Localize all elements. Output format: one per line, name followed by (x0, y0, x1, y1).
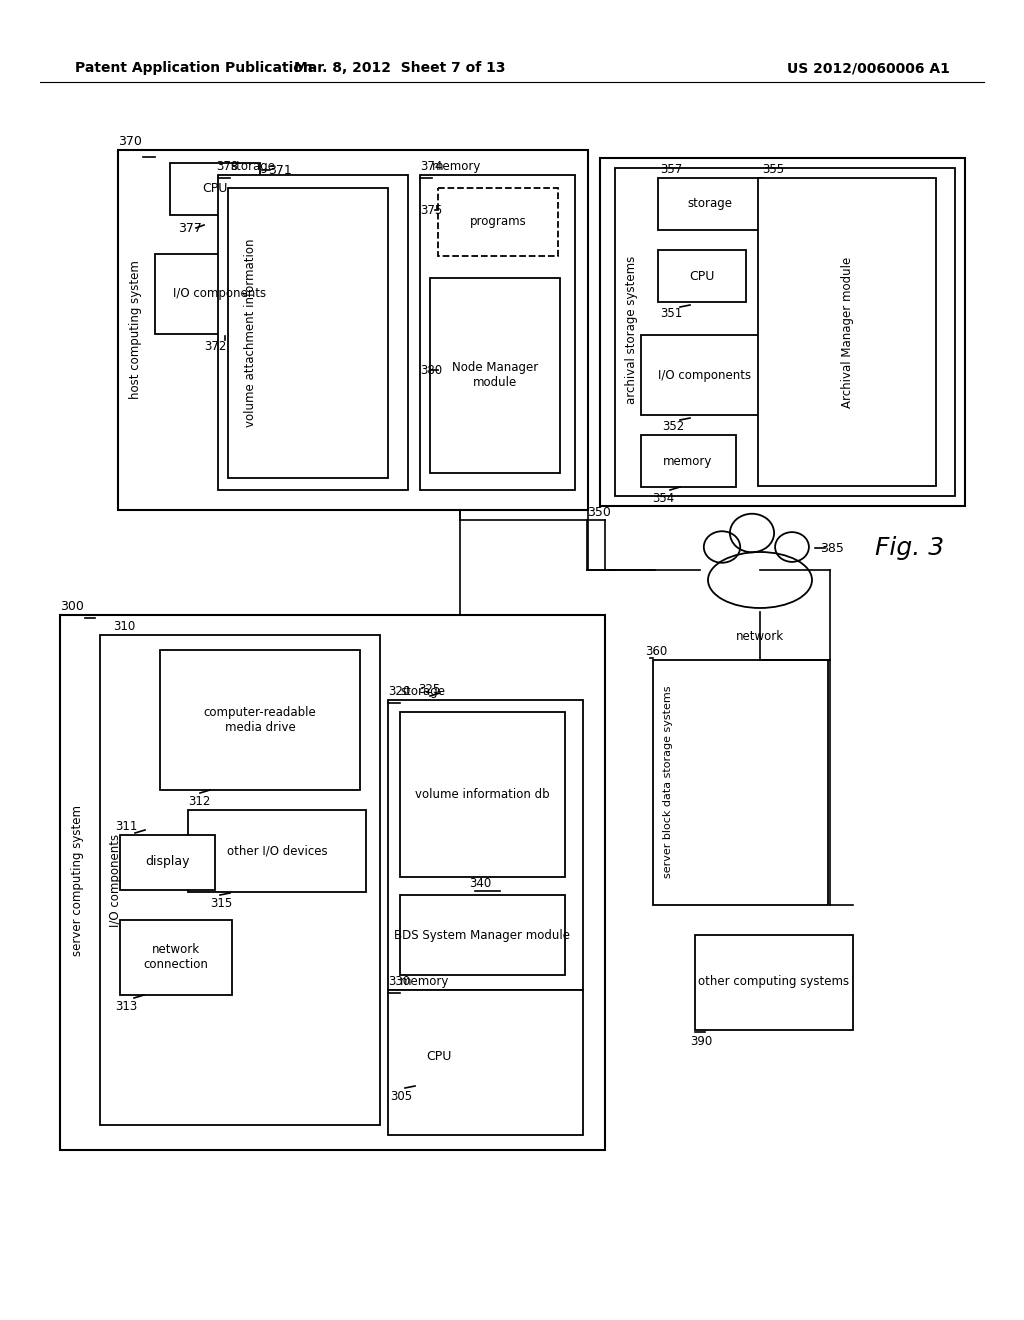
Text: memory: memory (664, 454, 713, 467)
Text: 370: 370 (118, 135, 142, 148)
Text: volume information db: volume information db (415, 788, 549, 801)
Text: 377: 377 (178, 222, 202, 235)
Bar (188, 810, 366, 892)
Ellipse shape (703, 531, 740, 562)
Bar (100, 635, 380, 1125)
Text: 372: 372 (204, 341, 226, 352)
Text: Patent Application Publication: Patent Application Publication (75, 61, 312, 75)
Text: US 2012/0060006 A1: US 2012/0060006 A1 (787, 61, 950, 75)
Text: archival storage systems: archival storage systems (626, 256, 639, 404)
Text: host computing system: host computing system (128, 260, 141, 400)
Text: Archival Manager module: Archival Manager module (841, 256, 853, 408)
Text: memory: memory (432, 160, 481, 173)
Bar (438, 187, 558, 256)
Text: Fig. 3: Fig. 3 (874, 536, 944, 560)
Text: other computing systems: other computing systems (698, 975, 850, 989)
Text: 357: 357 (660, 162, 682, 176)
Bar (388, 700, 583, 990)
Text: BDS System Manager module: BDS System Manager module (394, 928, 570, 941)
Text: I/O components: I/O components (110, 833, 123, 927)
Text: 378: 378 (216, 160, 239, 173)
Bar (641, 335, 769, 414)
Text: 352: 352 (662, 420, 684, 433)
Text: display: display (144, 855, 189, 869)
Text: 320: 320 (388, 685, 411, 698)
Bar (155, 253, 285, 334)
Bar (120, 920, 232, 995)
Bar (420, 176, 575, 490)
Bar (60, 615, 605, 1150)
Bar (695, 935, 853, 1030)
Text: 350: 350 (587, 507, 611, 520)
Text: network
connection: network connection (143, 942, 209, 972)
Text: server computing system: server computing system (72, 804, 85, 956)
Text: 351: 351 (660, 308, 682, 319)
Bar (118, 150, 588, 510)
Bar (398, 1030, 480, 1085)
Text: 300: 300 (60, 601, 84, 612)
Text: programs: programs (470, 215, 526, 228)
Bar (120, 836, 215, 890)
Text: I/O components: I/O components (173, 288, 266, 301)
Bar (400, 895, 565, 975)
Text: 374: 374 (420, 160, 442, 173)
Bar (228, 187, 388, 478)
Text: storage: storage (230, 160, 275, 173)
Bar (400, 711, 565, 876)
Text: volume attachment information: volume attachment information (244, 239, 256, 428)
Text: memory: memory (400, 975, 450, 987)
Text: 340: 340 (469, 876, 492, 890)
Text: 375: 375 (420, 203, 442, 216)
Bar (430, 279, 560, 473)
Text: 355: 355 (762, 162, 784, 176)
Ellipse shape (708, 552, 812, 609)
Bar (600, 158, 965, 506)
Text: 315: 315 (210, 898, 232, 909)
Text: 313: 313 (115, 1001, 137, 1012)
Text: 385: 385 (820, 541, 844, 554)
Text: storage: storage (687, 198, 732, 210)
Text: CPU: CPU (426, 1051, 452, 1064)
Text: 360: 360 (645, 645, 668, 657)
Text: network: network (736, 630, 784, 643)
Text: storage: storage (400, 685, 445, 698)
Text: 325: 325 (418, 682, 440, 696)
Bar (388, 990, 583, 1135)
Text: I/O components: I/O components (658, 368, 752, 381)
Text: server block data storage systems: server block data storage systems (663, 686, 673, 878)
Bar (170, 162, 260, 215)
Text: CPU: CPU (203, 182, 227, 195)
Bar (653, 660, 828, 906)
Bar (658, 178, 763, 230)
Text: Node Manager
module: Node Manager module (452, 360, 539, 389)
Ellipse shape (775, 532, 809, 562)
Text: 305: 305 (390, 1090, 412, 1104)
Text: 311: 311 (115, 820, 137, 833)
Text: other I/O devices: other I/O devices (226, 845, 328, 858)
Text: 371: 371 (268, 164, 292, 177)
Text: Mar. 8, 2012  Sheet 7 of 13: Mar. 8, 2012 Sheet 7 of 13 (294, 61, 506, 75)
Bar (218, 176, 408, 490)
Text: 380: 380 (420, 363, 442, 376)
Text: 390: 390 (690, 1035, 713, 1048)
Ellipse shape (730, 513, 774, 552)
Text: 310: 310 (113, 620, 135, 634)
Bar (658, 249, 746, 302)
Text: CPU: CPU (689, 269, 715, 282)
Text: 330: 330 (388, 975, 411, 987)
Bar (615, 168, 955, 496)
Bar (160, 649, 360, 789)
Text: 354: 354 (652, 492, 674, 506)
Text: 312: 312 (188, 795, 210, 808)
Bar (641, 436, 736, 487)
Bar (758, 178, 936, 486)
Text: computer-readable
media drive: computer-readable media drive (204, 706, 316, 734)
